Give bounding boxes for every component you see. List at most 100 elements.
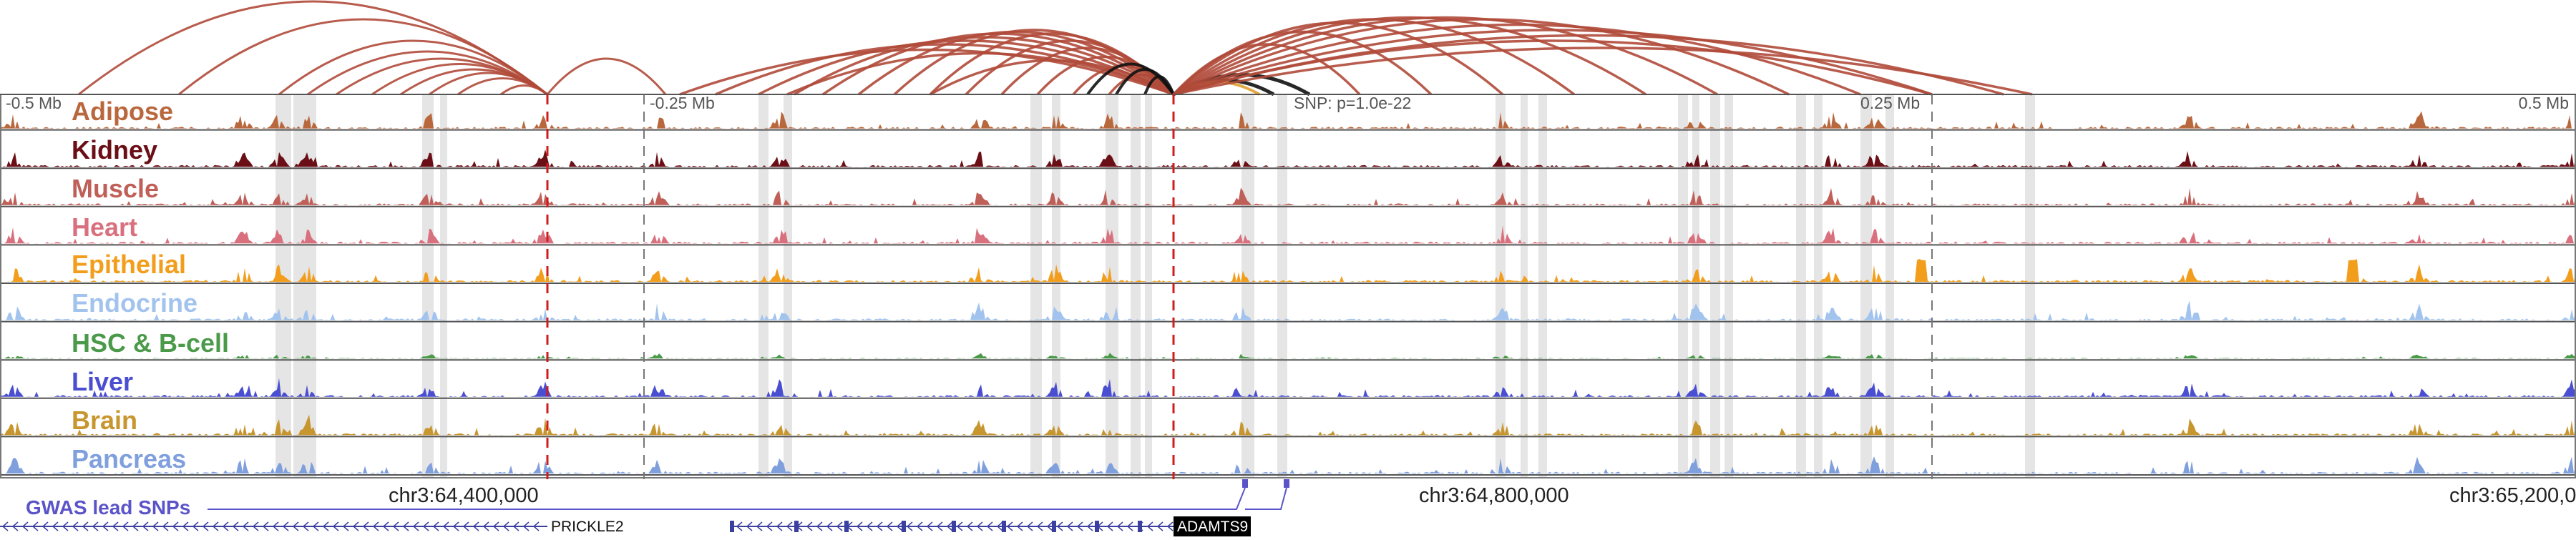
signal-track-endocrine	[0, 300, 2576, 320]
signal-epithelial	[0, 259, 2576, 282]
gene-exon-4	[952, 521, 956, 532]
highlight-column-9	[1106, 94, 1118, 477]
highlight-column-12	[1241, 94, 1254, 477]
scale-neg-quarter: -0.25 Mb	[650, 94, 715, 112]
highlight-column-0	[275, 94, 291, 477]
loop-arc-24	[930, 59, 1174, 96]
loop-arc-1	[307, 50, 548, 96]
track-label-kidney: Kidney	[72, 135, 157, 165]
highlight-column-10	[1131, 94, 1141, 477]
scale-right: 0.5 Mb	[2519, 94, 2569, 112]
gene-exon-1	[794, 521, 799, 532]
gwas-label: GWAS lead SNPs	[26, 496, 190, 519]
highlight-column-13	[1277, 94, 1287, 477]
signal-track-adipose	[0, 111, 2576, 129]
highlight-column-25	[2025, 94, 2035, 477]
track-frames	[0, 94, 2576, 478]
gene-exon-6	[1052, 521, 1056, 532]
highlight-column-21	[1796, 94, 1806, 477]
loop-arc-40	[1173, 29, 1933, 96]
highlight-column-5	[758, 94, 769, 477]
highlight-column-24	[1885, 94, 1894, 477]
loop-arc-33	[1172, 30, 1433, 96]
highlight-column-15	[1521, 94, 1528, 477]
highlight-column-6	[784, 94, 792, 477]
gene-label-adamts9: ADAMTS9	[1177, 519, 1248, 535]
track-label-liver: Liver	[72, 367, 133, 396]
highlight-column-7	[1030, 94, 1042, 477]
scale-left: -0.5 Mb	[6, 94, 62, 112]
signal-adipose	[0, 111, 2576, 129]
highlight-column-3	[422, 94, 434, 477]
signal-track-hsc	[0, 353, 2576, 359]
loop-arc-36	[1173, 16, 1646, 96]
region-highlights	[275, 94, 2035, 477]
signal-heart	[0, 225, 2576, 244]
gene-exon-7	[1095, 521, 1099, 532]
highlight-column-18	[1692, 94, 1699, 477]
signal-track-pancreas	[0, 456, 2576, 473]
accessibility-signal-tracks	[0, 111, 2576, 473]
loop-arc-25	[546, 57, 667, 95]
signal-muscle	[0, 187, 2576, 205]
gene-label-adamts9-box	[1174, 516, 1251, 536]
gwas-snp-marker-0	[1242, 479, 1248, 488]
anchor-lines	[546, 94, 1933, 479]
signal-track-muscle	[0, 187, 2576, 205]
loop-arc-39	[1173, 23, 1861, 96]
gwas-track: GWAS lead SNPs	[26, 479, 1289, 519]
track-label-muscle: Muscle	[72, 174, 159, 203]
track-label-heart: Heart	[72, 212, 137, 242]
signal-pancreas	[0, 456, 2576, 473]
gene-exon-8	[1138, 521, 1142, 532]
signal-track-kidney	[0, 149, 2576, 167]
signal-liver	[0, 378, 2576, 397]
signal-track-epithelial	[0, 259, 2576, 282]
highlight-column-23	[1860, 94, 1872, 477]
tracks-border	[0, 94, 2576, 478]
coordinate-label-2: chr3:64,800,000	[1419, 484, 1569, 507]
loop-arc-42	[1173, 46, 2033, 96]
coordinate-label-1: chr3:64,400,000	[389, 484, 539, 507]
loop-arc-0	[278, 39, 548, 96]
signal-track-heart	[0, 225, 2576, 244]
loop-arc-37	[1173, 16, 1718, 96]
highlight-column-2	[306, 94, 316, 477]
track-label-adipose: Adipose	[72, 97, 173, 126]
track-label-epithelial: Epithelial	[72, 250, 186, 279]
signal-hsc	[0, 353, 2576, 359]
highlight-column-19	[1710, 94, 1720, 477]
track-label-endocrine: Endocrine	[72, 288, 197, 318]
gene-exon-5	[1002, 521, 1006, 532]
highlight-column-8	[1052, 94, 1060, 477]
loop-arc-28	[1086, 62, 1175, 96]
highlight-column-11	[1145, 94, 1152, 477]
gene-exon-0	[730, 521, 734, 532]
chromatin-loop-arcs	[78, 0, 2033, 97]
highlight-column-1	[293, 94, 306, 477]
track-label-brain: Brain	[72, 406, 137, 435]
gene-exon-2	[844, 521, 849, 532]
loop-arc-23	[786, 51, 1174, 96]
highlight-column-17	[1678, 94, 1688, 477]
loop-arc-10	[679, 48, 1174, 96]
highlight-column-22	[1814, 94, 1823, 477]
scale-snp: SNP: p=1.0e-22	[1294, 94, 1411, 112]
track-label-hsc-bcell: HSC & B-cell	[72, 328, 229, 358]
gene-label-prickle2: PRICKLE2	[551, 519, 624, 535]
signal-kidney	[0, 149, 2576, 167]
highlight-column-4	[440, 94, 447, 477]
coordinate-label-3: chr3:65,200,000	[2449, 484, 2576, 507]
loop-arc-9	[178, 18, 548, 96]
signal-endocrine	[0, 300, 2576, 320]
highlight-column-14	[1496, 94, 1506, 477]
gwas-connector	[208, 487, 1287, 510]
gene-strand-chevrons-prickle2	[1, 521, 540, 531]
gene-exon-3	[902, 521, 906, 532]
highlight-column-20	[1724, 94, 1733, 477]
highlight-column-16	[1538, 94, 1547, 477]
signal-track-liver	[0, 378, 2576, 397]
gene-track: PRICKLE2 ADAMTS9	[0, 516, 1251, 536]
